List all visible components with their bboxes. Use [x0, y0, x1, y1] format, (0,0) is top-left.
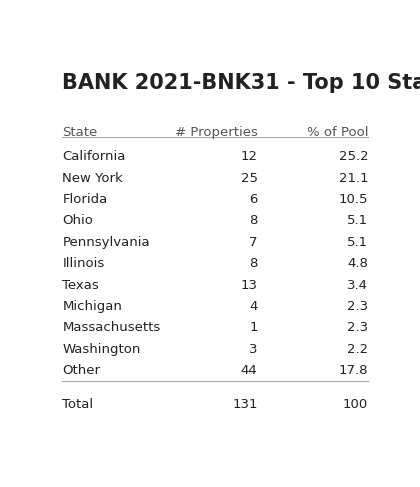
- Text: 2.3: 2.3: [347, 321, 368, 334]
- Text: State: State: [62, 126, 97, 139]
- Text: Other: Other: [62, 364, 100, 377]
- Text: Michigan: Michigan: [62, 300, 122, 313]
- Text: 4: 4: [249, 300, 257, 313]
- Text: 25.2: 25.2: [339, 150, 368, 163]
- Text: 7: 7: [249, 236, 257, 249]
- Text: Illinois: Illinois: [62, 257, 105, 270]
- Text: 1: 1: [249, 321, 257, 334]
- Text: 5.1: 5.1: [347, 236, 368, 249]
- Text: Texas: Texas: [62, 279, 99, 292]
- Text: 25: 25: [241, 172, 257, 185]
- Text: # Properties: # Properties: [175, 126, 257, 139]
- Text: % of Pool: % of Pool: [307, 126, 368, 139]
- Text: California: California: [62, 150, 126, 163]
- Text: 17.8: 17.8: [339, 364, 368, 377]
- Text: 6: 6: [249, 193, 257, 206]
- Text: 3: 3: [249, 343, 257, 356]
- Text: Pennsylvania: Pennsylvania: [62, 236, 150, 249]
- Text: 2.2: 2.2: [347, 343, 368, 356]
- Text: 13: 13: [241, 279, 257, 292]
- Text: 4.8: 4.8: [347, 257, 368, 270]
- Text: 10.5: 10.5: [339, 193, 368, 206]
- Text: 44: 44: [241, 364, 257, 377]
- Text: 2.3: 2.3: [347, 300, 368, 313]
- Text: New York: New York: [62, 172, 123, 185]
- Text: 12: 12: [241, 150, 257, 163]
- Text: 8: 8: [249, 257, 257, 270]
- Text: 21.1: 21.1: [339, 172, 368, 185]
- Text: Florida: Florida: [62, 193, 108, 206]
- Text: 3.4: 3.4: [347, 279, 368, 292]
- Text: Massachusetts: Massachusetts: [62, 321, 160, 334]
- Text: BANK 2021-BNK31 - Top 10 States: BANK 2021-BNK31 - Top 10 States: [62, 74, 420, 94]
- Text: 8: 8: [249, 214, 257, 227]
- Text: 5.1: 5.1: [347, 214, 368, 227]
- Text: 131: 131: [232, 398, 257, 411]
- Text: Ohio: Ohio: [62, 214, 93, 227]
- Text: 100: 100: [343, 398, 368, 411]
- Text: Total: Total: [62, 398, 93, 411]
- Text: Washington: Washington: [62, 343, 141, 356]
